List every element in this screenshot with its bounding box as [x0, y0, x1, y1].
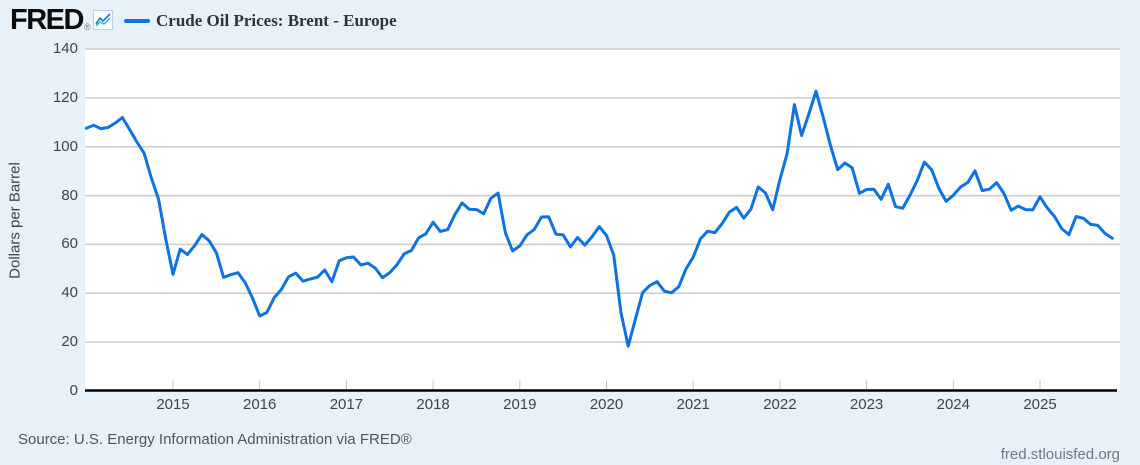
x-tick-label-2015: 2015	[156, 396, 190, 413]
price-series-line	[84, 89, 1114, 348]
fred-graph-icon	[93, 10, 113, 30]
plot-area	[85, 49, 1120, 391]
y-tick-label-40: 40	[61, 284, 78, 302]
x-tick-label-2019: 2019	[503, 396, 537, 413]
y-tick-label-140: 140	[52, 40, 78, 57]
registered-trademark: ®	[84, 22, 91, 32]
fred-site-link[interactable]: fred.stlouisfed.org	[1000, 446, 1120, 463]
legend-series-label: Crude Oil Prices: Brent - Europe	[156, 11, 397, 30]
x-tick-label-2021: 2021	[676, 396, 710, 413]
legend-line-swatch	[124, 19, 150, 23]
source-attribution: Source: U.S. Energy Information Administ…	[18, 431, 412, 448]
y-tick-label-60: 60	[61, 235, 78, 253]
x-tick-label-2017: 2017	[329, 396, 364, 413]
y-axis-title: Dollars per Barrel	[6, 162, 24, 279]
y-tick-label-80: 80	[61, 186, 78, 204]
y-tick-label-0: 0	[69, 382, 78, 399]
y-tick-label-100: 100	[52, 137, 78, 155]
x-tick-label-2024: 2024	[936, 396, 970, 413]
x-tick-label-2016: 2016	[243, 396, 277, 413]
fred-logo: FRED	[10, 4, 84, 36]
x-tick-label-2025: 2025	[1023, 396, 1057, 413]
chart-header: FRED ® Crude Oil Prices: Brent - Europe	[0, 0, 1140, 40]
x-tick-label-2022: 2022	[763, 396, 797, 413]
x-tick-label-2018: 2018	[416, 396, 450, 413]
y-tick-label-120: 120	[52, 88, 78, 106]
x-tick-label-2023: 2023	[849, 396, 884, 413]
y-tick-label-20: 20	[61, 333, 78, 351]
x-tick-label-2020: 2020	[589, 396, 624, 413]
